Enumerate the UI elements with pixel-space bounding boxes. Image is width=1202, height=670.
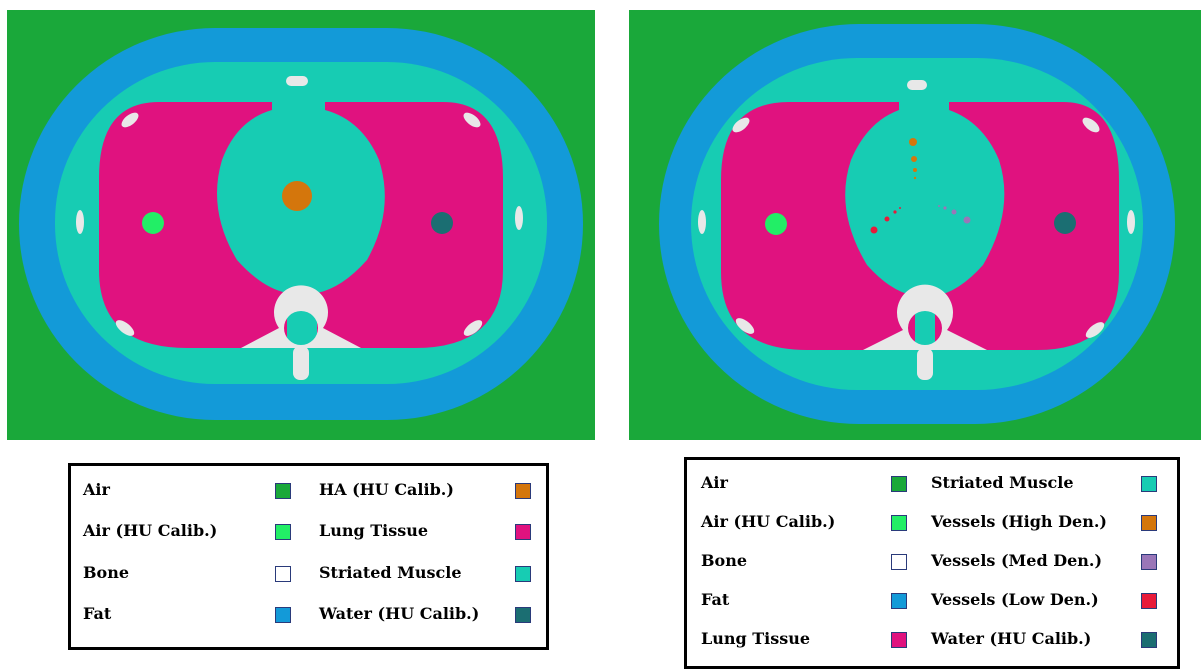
legend-entry: Vessels (Med Den.) — [931, 546, 1171, 576]
legend-entry: Air — [701, 468, 909, 498]
bone-spinous-process — [917, 348, 933, 380]
legend-entry: Vessels (Low Den.) — [931, 585, 1171, 615]
water-calib-insert — [431, 212, 453, 234]
legend-entry: Bone — [83, 558, 291, 588]
ha-calib-insert — [282, 181, 312, 211]
legend-swatch — [515, 607, 531, 623]
legend-swatch — [275, 566, 291, 582]
bone-sternum — [286, 76, 308, 86]
bone-rib — [115, 320, 135, 336]
legend-swatch — [891, 554, 907, 570]
legend-label: Vessels (Med Den.) — [931, 551, 1103, 570]
legend-swatch — [275, 607, 291, 623]
bone-rib — [1082, 117, 1100, 133]
bone-rib — [1127, 210, 1135, 234]
legend-swatch — [515, 566, 531, 582]
legend-entry: HA (HU Calib.) — [319, 475, 539, 505]
bone-rib — [1085, 322, 1105, 338]
air-calib-insert — [765, 213, 787, 235]
legend-label: Lung Tissue — [319, 521, 429, 540]
bone-rib — [463, 320, 483, 336]
legend-label: Fat — [83, 604, 112, 623]
bone-spine — [241, 285, 361, 348]
legend-label: Air (HU Calib.) — [83, 521, 218, 540]
water-calib-insert — [1054, 212, 1076, 234]
legend-label: Water (HU Calib.) — [931, 629, 1092, 648]
legend-entry: Air (HU Calib.) — [83, 516, 291, 546]
legend-swatch — [515, 524, 531, 540]
legend-entry: Striated Muscle — [931, 468, 1171, 498]
legend-label: Fat — [701, 590, 730, 609]
vessel-high-density — [909, 138, 917, 146]
legend-swatch — [1141, 632, 1157, 648]
legend-label: Bone — [701, 551, 748, 570]
bone-rib — [515, 206, 523, 230]
legend-label: Vessels (High Den.) — [931, 512, 1107, 531]
bone-rib — [463, 112, 481, 128]
legend-label: Striated Muscle — [931, 473, 1074, 492]
legend-label: Water (HU Calib.) — [319, 604, 480, 623]
legend-right: Air Air (HU Calib.) Bone Fat Lung Tissue… — [684, 457, 1180, 669]
bone-spinous-process — [293, 346, 309, 380]
bone-rib — [76, 210, 84, 234]
legend-label: HA (HU Calib.) — [319, 480, 454, 499]
legend-entry: Lung Tissue — [701, 624, 909, 654]
legend-label: Air — [83, 480, 110, 499]
legend-label: Striated Muscle — [319, 563, 462, 582]
vessel-low-density — [884, 216, 890, 222]
legend-entry: Fat — [83, 599, 291, 629]
bone-spine — [863, 284, 987, 350]
legend-swatch — [1141, 554, 1157, 570]
legend-label: Air — [701, 473, 728, 492]
legend-swatch — [275, 524, 291, 540]
legend-label: Lung Tissue — [701, 629, 811, 648]
vessel-low-density — [893, 210, 897, 214]
legend-entry: Water (HU Calib.) — [319, 599, 539, 629]
vessel-high-density — [913, 168, 917, 172]
legend-entry: Lung Tissue — [319, 516, 539, 546]
legend-entry: Water (HU Calib.) — [931, 624, 1171, 654]
legend-swatch — [275, 483, 291, 499]
legend-swatch — [1141, 515, 1157, 531]
bone-rib — [698, 210, 706, 234]
legend-entry: Striated Muscle — [319, 558, 539, 588]
legend-label: Bone — [83, 563, 130, 582]
bone-sternum — [907, 80, 927, 90]
vessel-med-density — [951, 209, 957, 215]
vessel-high-density — [913, 176, 917, 180]
legend-swatch — [891, 593, 907, 609]
legend-entry: Air (HU Calib.) — [701, 507, 909, 537]
vessel-high-density — [911, 156, 917, 162]
lung-left — [721, 102, 915, 350]
air-calib-insert — [142, 212, 164, 234]
bone-rib — [735, 318, 755, 334]
legend-swatch — [891, 515, 907, 531]
legend-swatch — [891, 476, 907, 492]
vessel-low-density — [870, 226, 878, 234]
legend-entry: Air — [83, 475, 291, 505]
vessel-med-density — [943, 206, 947, 210]
legend-left: Air Air (HU Calib.) Bone Fat HA (HU Cali… — [68, 463, 549, 650]
lung-right — [935, 102, 1119, 350]
bone-rib — [732, 117, 750, 133]
legend-swatch — [891, 632, 907, 648]
legend-entry: Bone — [701, 546, 909, 576]
phantom-right-diagram — [629, 10, 1201, 440]
bone-rib — [121, 112, 139, 128]
vessel-low-density — [899, 207, 901, 209]
legend-entry: Fat — [701, 585, 909, 615]
legend-swatch — [515, 483, 531, 499]
vessel-med-density — [963, 216, 971, 224]
vessel-med-density — [938, 205, 940, 207]
legend-swatch — [1141, 593, 1157, 609]
legend-label: Air (HU Calib.) — [701, 512, 836, 531]
legend-entry: Vessels (High Den.) — [931, 507, 1171, 537]
lung-left — [99, 102, 287, 348]
legend-label: Vessels (Low Den.) — [931, 590, 1099, 609]
lung-right — [317, 102, 503, 348]
legend-swatch — [1141, 476, 1157, 492]
phantom-left-diagram — [7, 10, 595, 440]
